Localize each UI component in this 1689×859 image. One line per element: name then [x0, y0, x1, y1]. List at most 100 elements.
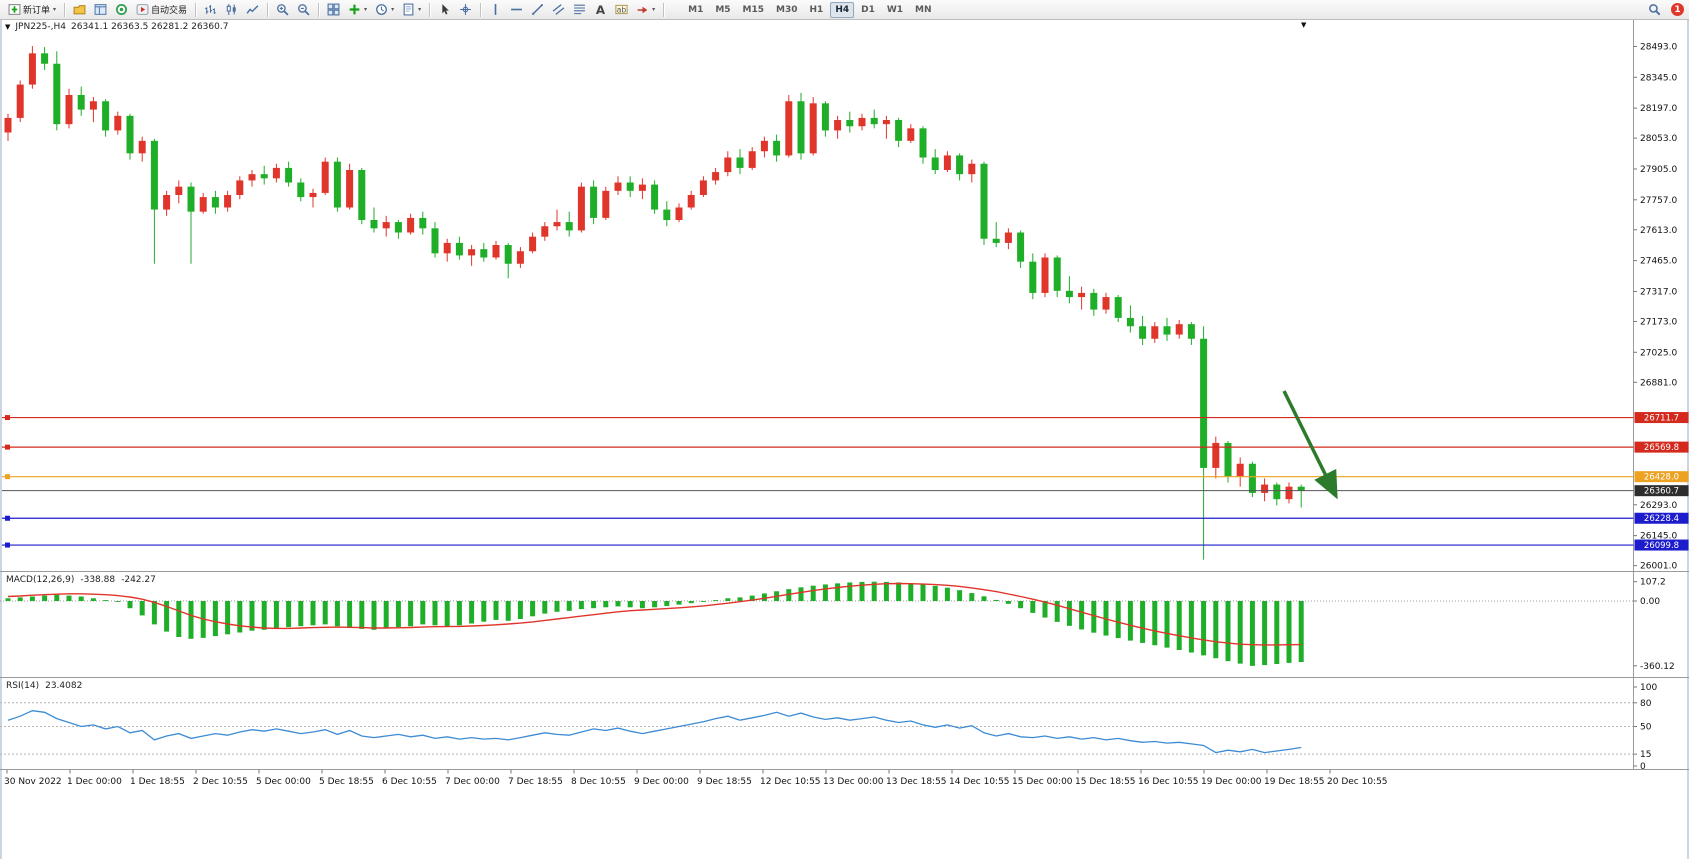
equidistant-channel-icon	[552, 3, 565, 16]
timeframe-button-m5[interactable]: M5	[715, 4, 731, 15]
zoom-out-icon	[297, 3, 310, 16]
horizontal-line-button[interactable]	[506, 1, 527, 18]
svg-text:9 Dec 18:55: 9 Dec 18:55	[697, 777, 752, 787]
svg-text:100: 100	[1640, 683, 1657, 693]
svg-text:13 Dec 00:00: 13 Dec 00:00	[823, 777, 884, 787]
zoom-in-button[interactable]	[272, 1, 293, 18]
vertical-line-icon	[489, 3, 502, 16]
timeframe-button-mn[interactable]: MN	[915, 4, 932, 15]
chart-symbol-period: JPN225-,H4	[15, 22, 66, 32]
svg-text:6 Dec 10:55: 6 Dec 10:55	[382, 777, 437, 787]
svg-text:28345.0: 28345.0	[1640, 73, 1677, 83]
toolbar-separator	[64, 2, 66, 17]
svg-text:13 Dec 18:55: 13 Dec 18:55	[886, 777, 947, 787]
svg-text:7 Dec 00:00: 7 Dec 00:00	[445, 777, 500, 787]
zoom-out-button[interactable]	[293, 1, 314, 18]
text-button[interactable]: A	[590, 1, 611, 18]
fibonacci-icon	[573, 3, 586, 16]
timeframe-button-w1[interactable]: W1	[886, 4, 904, 15]
timeframe-button-m1[interactable]: M1	[688, 4, 704, 15]
current-price-line: 26360.7	[2, 485, 1689, 497]
rsi-axis[interactable]: 100 80 50 15 0	[1633, 683, 1658, 772]
time-axis[interactable]: 30 Nov 2022 1 Dec 00:00 1 Dec 18:55 2 Dec 1…	[4, 770, 1388, 787]
svg-text:7 Dec 18:55: 7 Dec 18:55	[508, 777, 563, 787]
toolbar-separator	[429, 2, 431, 17]
templates-button[interactable]: ▾	[398, 1, 425, 18]
timeframe-group: M1 M5 M15 M30 H1 H4 D1 W1 MN	[682, 1, 937, 18]
fibonacci-button[interactable]	[569, 1, 590, 18]
price-axis[interactable]: 28493.0 28345.0 28197.0 28053.0 27905.0 27757…	[1633, 42, 1678, 572]
svg-text:20 Dec 10:55: 20 Dec 10:55	[1327, 777, 1388, 787]
periods-button[interactable]: ▾	[371, 1, 398, 18]
toolbar-separator	[480, 2, 482, 17]
candlestick-chart-button[interactable]	[221, 1, 242, 18]
horizontal-line-object[interactable]: 26569.8	[2, 441, 1689, 454]
chart-shift-marker-icon[interactable]: ▼	[1301, 21, 1307, 29]
equidistant-channel-button[interactable]	[548, 1, 569, 18]
autotrade-icon	[136, 3, 149, 16]
new-order-icon	[8, 3, 21, 16]
svg-text:2 Dec 10:55: 2 Dec 10:55	[193, 777, 248, 787]
timeframe-button-m30[interactable]: M30	[776, 4, 798, 15]
svg-text:26099.8: 26099.8	[1644, 541, 1679, 551]
rsi-value: 23.4082	[45, 681, 83, 691]
horizontal-line-object[interactable]: 26711.7	[2, 412, 1689, 424]
dropdown-caret-icon: ▾	[364, 6, 368, 13]
text-label-button[interactable]: ab	[611, 1, 632, 18]
window-border-right	[1687, 0, 1689, 859]
svg-text:12 Dec 10:55: 12 Dec 10:55	[760, 777, 821, 787]
macd-histogram	[5, 581, 1304, 666]
new-order-button[interactable]: 新订单 ▾	[4, 1, 60, 18]
tile-windows-icon	[327, 3, 340, 16]
svg-text:30 Nov 2022: 30 Nov 2022	[4, 777, 62, 787]
autotrade-button[interactable]: 自动交易	[132, 1, 191, 18]
templates-icon	[402, 3, 415, 16]
horizontal-line-object[interactable]: 26428.0	[2, 471, 1689, 483]
toolbar-right: 1	[1644, 0, 1684, 19]
notification-badge[interactable]: 1	[1671, 3, 1684, 16]
macd-axis[interactable]: 107.2 0.00 -360.12	[1633, 578, 1675, 672]
arrows-button[interactable]: ▾	[632, 1, 659, 18]
timeframe-button-d1[interactable]: D1	[861, 4, 875, 15]
svg-text:26293.0: 26293.0	[1640, 501, 1677, 511]
candlestick-chart-icon	[225, 3, 238, 16]
line-chart-button[interactable]	[242, 1, 263, 18]
down-arrow-annotation[interactable]	[1282, 390, 1338, 500]
trendline-icon	[531, 3, 544, 16]
svg-text:15 Dec 00:00: 15 Dec 00:00	[1012, 777, 1073, 787]
timeframe-button-h1[interactable]: H1	[809, 4, 824, 15]
dropdown-caret-icon: ▾	[418, 6, 422, 13]
timeframe-button-m15[interactable]: M15	[742, 4, 765, 15]
line-chart-icon	[246, 3, 259, 16]
rsi-indicator-header: RSI(14) 23.4082	[6, 681, 82, 691]
tile-windows-button[interactable]	[323, 1, 344, 18]
text-label-icon: ab	[615, 3, 628, 16]
chart-menu-caret-icon[interactable]: ▼	[5, 23, 11, 31]
toolbar-separator	[663, 2, 665, 17]
indicators-button[interactable]: ▾	[344, 1, 371, 18]
charts-window-button[interactable]	[90, 1, 111, 18]
svg-text:19 Dec 18:55: 19 Dec 18:55	[1264, 777, 1325, 787]
svg-text:1 Dec 00:00: 1 Dec 00:00	[67, 777, 122, 787]
rsi-indicator-label: RSI(14)	[6, 681, 40, 691]
support-button[interactable]	[111, 1, 132, 18]
arrows-icon	[636, 3, 649, 16]
cursor-button[interactable]	[434, 1, 455, 18]
svg-text:15 Dec 18:55: 15 Dec 18:55	[1075, 777, 1136, 787]
bar-chart-button[interactable]	[200, 1, 221, 18]
support-icon	[115, 3, 128, 16]
horizontal-line-object[interactable]: 26228.4	[2, 512, 1689, 525]
svg-text:-360.12: -360.12	[1640, 662, 1675, 672]
crosshair-icon	[459, 3, 472, 16]
timeframe-button-h4[interactable]: H4	[830, 1, 855, 18]
svg-text:5 Dec 00:00: 5 Dec 00:00	[256, 777, 311, 787]
macd-main-value: -338.88	[80, 575, 116, 585]
vertical-line-button[interactable]	[485, 1, 506, 18]
crosshair-button[interactable]	[455, 1, 476, 18]
profiles-icon	[73, 3, 86, 16]
profiles-button[interactable]	[69, 1, 90, 18]
horizontal-line-object[interactable]: 26099.8	[2, 539, 1689, 552]
search-button[interactable]	[1644, 1, 1665, 18]
trendline-button[interactable]	[527, 1, 548, 18]
